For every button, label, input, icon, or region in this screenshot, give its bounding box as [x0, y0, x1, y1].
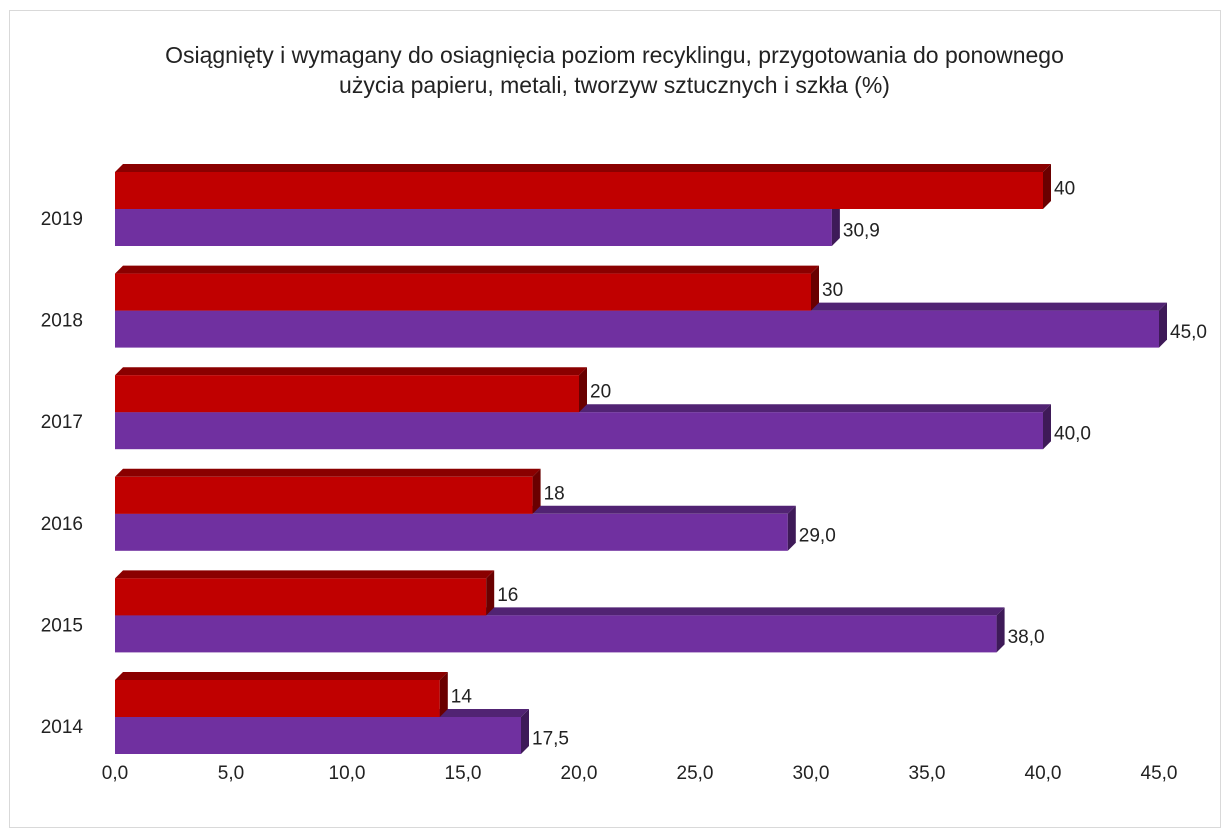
bar-2018-series-1 — [115, 265, 819, 311]
x-tick-label: 20,0 — [561, 763, 598, 784]
x-tick-label: 30,0 — [793, 763, 830, 784]
data-label-2016-series-1: 18 — [544, 483, 565, 504]
x-tick-label: 35,0 — [909, 763, 946, 784]
data-label-2018-series-1: 30 — [822, 280, 843, 301]
x-tick-label: 10,0 — [329, 763, 366, 784]
y-tick-label-2018: 2018 — [41, 311, 83, 332]
bar-2017-series-1 — [115, 367, 587, 413]
data-label-2016-series-2: 29,0 — [799, 525, 836, 546]
data-label-2018-series-2: 45,0 — [1170, 322, 1207, 343]
x-tick-label: 25,0 — [677, 763, 714, 784]
data-label-2017-series-1: 20 — [590, 382, 611, 403]
chart-title-line-2: użycia papieru, metali, tworzyw sztuczny… — [339, 72, 890, 98]
data-label-2019-series-2: 30,9 — [843, 221, 880, 242]
chart-title-line-1: Osiągnięty i wymagany do osiagnięcia poz… — [165, 42, 1064, 68]
y-tick-label-2015: 2015 — [41, 615, 83, 636]
data-label-2015-series-1: 16 — [497, 585, 518, 606]
y-tick-label-2017: 2017 — [41, 412, 83, 433]
chart-title: Osiągnięty i wymagany do osiagnięcia poz… — [0, 40, 1229, 100]
x-tick-label: 45,0 — [1141, 763, 1178, 784]
x-tick-label: 40,0 — [1025, 763, 1062, 784]
bar-2016-series-1 — [115, 468, 541, 514]
data-label-2015-series-2: 38,0 — [1008, 627, 1045, 648]
bar-2015-series-1 — [115, 570, 495, 616]
x-tick-label: 15,0 — [445, 763, 482, 784]
x-tick-label: 0,0 — [102, 763, 128, 784]
x-tick-label: 5,0 — [218, 763, 244, 784]
bar-2019-series-1 — [115, 164, 1051, 209]
data-label-2014-series-2: 17,5 — [532, 729, 569, 750]
y-tick-label-2019: 2019 — [41, 209, 83, 230]
bar-2014-series-1 — [115, 672, 448, 717]
y-tick-label-2014: 2014 — [41, 717, 84, 738]
y-tick-label-2016: 2016 — [41, 514, 83, 535]
data-label-2017-series-2: 40,0 — [1054, 424, 1091, 445]
data-label-2014-series-1: 14 — [451, 687, 473, 708]
data-label-2019-series-1: 40 — [1054, 179, 1075, 200]
